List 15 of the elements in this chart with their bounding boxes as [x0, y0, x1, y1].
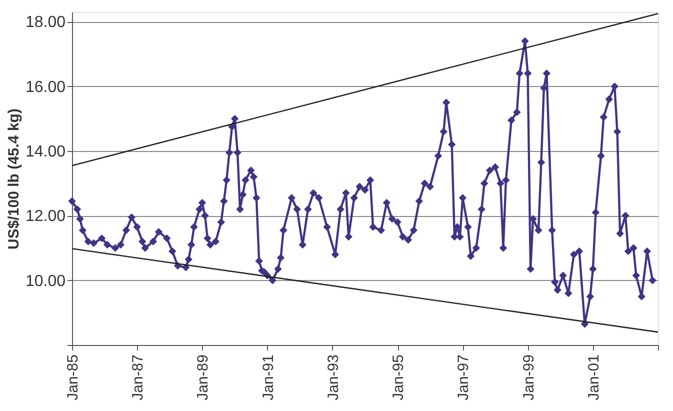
y-tick-label: 14.00	[25, 144, 66, 161]
x-tick-label: Jan-87	[130, 354, 147, 400]
x-tick-label: Jan-93	[324, 354, 342, 400]
x-tick-label: Jan-01	[585, 354, 602, 400]
y-tick-label: 16.00	[25, 78, 66, 96]
x-tick-label: Jan-97	[455, 354, 472, 400]
y-tick-label: 12.00	[25, 208, 66, 226]
x-tick-label: Jan-99	[520, 354, 538, 400]
x-tick-label: Jan-85	[64, 354, 82, 400]
y-tick-label: 10.00	[25, 272, 66, 290]
y-axis-title: US$/100 lb (45.4 kg)	[5, 108, 22, 250]
y-tick-label: 18.00	[25, 14, 66, 32]
x-tick-label: Jan-95	[390, 354, 408, 400]
x-tick-label: Jan-89	[194, 354, 212, 400]
x-tick-label: Jan-91	[260, 354, 277, 400]
